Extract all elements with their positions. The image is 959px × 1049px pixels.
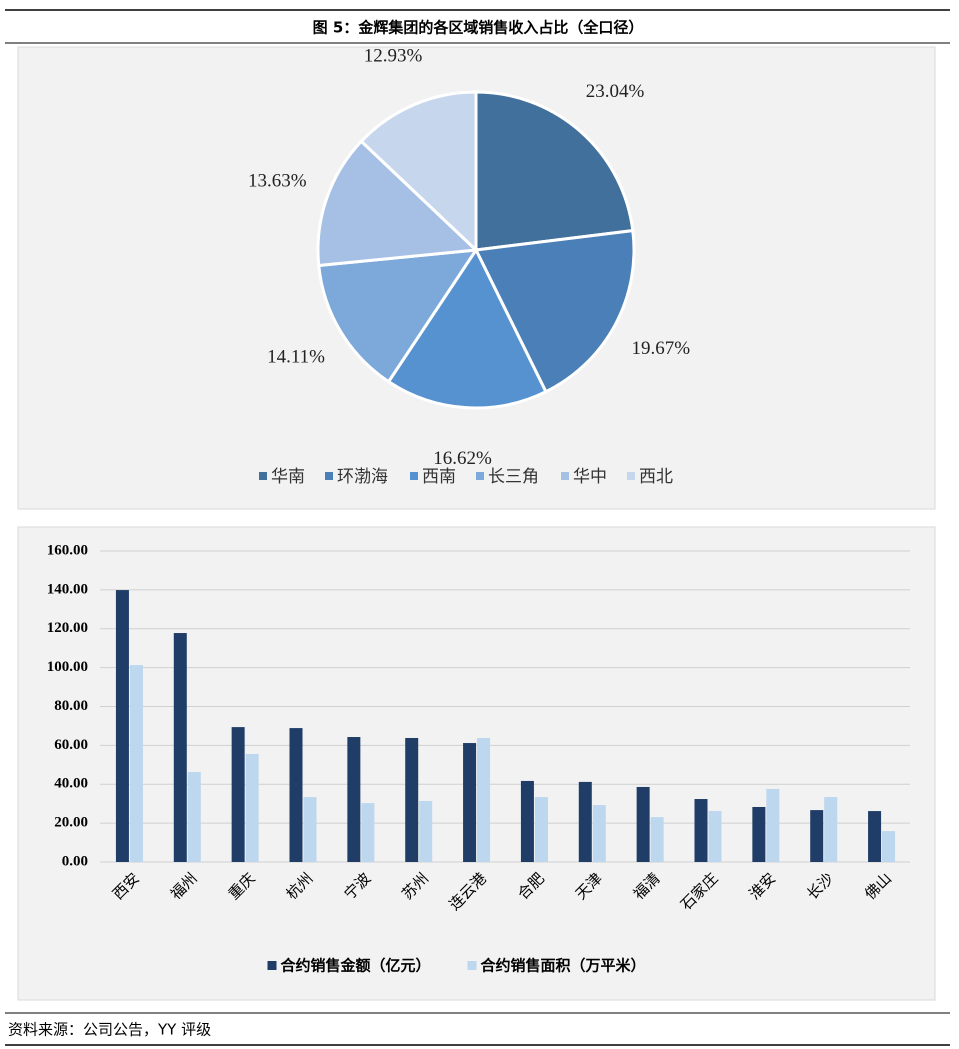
legend-swatch <box>476 472 484 480</box>
bar <box>419 800 433 862</box>
bar <box>129 665 143 862</box>
y-tick-label: 160.00 <box>47 542 88 558</box>
legend-label: 华中 <box>573 467 607 487</box>
bar <box>534 797 548 862</box>
y-tick-label: 120.00 <box>47 620 88 636</box>
legend-label: 长三角 <box>488 467 539 487</box>
bar <box>405 737 419 862</box>
slice-label: 19.67% <box>632 338 691 359</box>
bar <box>578 781 592 862</box>
legend-swatch <box>561 472 569 480</box>
bar <box>361 803 375 862</box>
y-tick-label: 140.00 <box>47 581 88 597</box>
bar <box>303 797 317 862</box>
legend-swatch <box>325 472 333 480</box>
bar <box>187 772 201 862</box>
pie-slice <box>317 248 479 384</box>
legend-label: 合约销售面积（万平米） <box>480 957 646 975</box>
source-note: 资料来源：公司公告，YY 评级 <box>8 1021 211 1039</box>
y-tick-label: 40.00 <box>54 776 88 792</box>
bar <box>231 727 245 862</box>
legend-label: 环渤海 <box>337 467 388 487</box>
bar <box>766 788 780 862</box>
y-tick-label: 80.00 <box>54 698 88 714</box>
y-tick-label: 60.00 <box>54 737 88 753</box>
legend-swatch <box>627 472 635 480</box>
bar <box>173 633 187 862</box>
bar <box>245 753 259 862</box>
bar <box>636 786 650 862</box>
bar <box>708 811 722 862</box>
slice-label: 16.62% <box>433 448 492 469</box>
legend-swatch <box>259 472 267 480</box>
bar <box>520 780 534 862</box>
pie-slice <box>473 228 636 394</box>
bar <box>882 831 896 862</box>
bar <box>694 799 708 862</box>
legend-swatch <box>267 961 277 970</box>
slice-label: 14.11% <box>267 347 325 368</box>
bar <box>752 806 766 862</box>
slice-label: 13.63% <box>248 170 307 191</box>
y-tick-label: 0.00 <box>62 853 88 869</box>
slice-label: 12.93% <box>364 45 423 66</box>
bar <box>347 737 361 862</box>
bar <box>289 728 303 862</box>
bar <box>115 590 129 862</box>
pie-slice <box>474 90 635 252</box>
figure-title: 图 5：金辉集团的各区域销售收入占比（全口径） <box>313 19 644 37</box>
bar <box>477 737 491 862</box>
legend-label: 西南 <box>422 467 456 487</box>
bar <box>650 817 664 862</box>
bar <box>592 805 606 862</box>
bar-panel <box>17 526 936 1001</box>
y-tick-label: 100.00 <box>47 659 88 675</box>
pie-slice <box>359 90 478 254</box>
pie-slice <box>386 246 548 410</box>
legend-label: 西北 <box>639 467 673 487</box>
legend-label: 合约销售金额（亿元） <box>280 957 431 975</box>
legend-swatch <box>467 961 477 970</box>
y-tick-label: 20.00 <box>54 815 88 831</box>
legend-swatch <box>410 472 418 480</box>
bar <box>824 797 838 862</box>
legend-label: 华南 <box>271 467 305 487</box>
pie-slice <box>316 139 480 268</box>
bar <box>868 811 882 862</box>
slice-label: 23.04% <box>586 81 645 102</box>
bar <box>810 810 824 862</box>
bar <box>463 743 477 862</box>
